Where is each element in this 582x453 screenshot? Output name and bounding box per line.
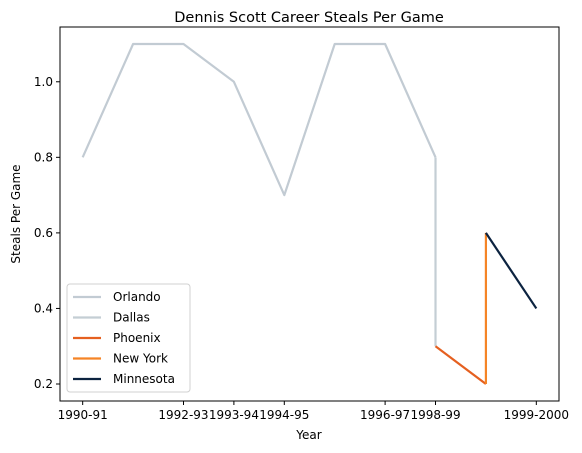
y-tick-label: 0.8 xyxy=(34,150,53,164)
y-axis: 0.2 0.4 0.6 0.8 1.0 xyxy=(34,75,60,391)
x-axis: 1990-91 1992-93 1993-94 1994-95 1996-97 1998-… xyxy=(58,401,569,422)
legend-label: Minnesota xyxy=(113,372,175,386)
series-layer xyxy=(81,42,538,385)
plot-frame xyxy=(59,26,560,402)
x-axis-title: Year xyxy=(295,428,321,442)
chart-title: Dennis Scott Career Steals Per Game xyxy=(174,10,444,26)
y-tick-label: 0.2 xyxy=(34,377,53,391)
y-axis-title: Steals Per Game xyxy=(9,164,23,263)
x-tick-label: 1992-93 xyxy=(158,408,208,422)
y-tick-label: 0.4 xyxy=(34,301,53,315)
x-tick-label: 1993-94 xyxy=(209,408,259,422)
legend-box xyxy=(66,283,191,393)
x-tick-label: 1990-91 xyxy=(58,408,108,422)
series-line-minnesota xyxy=(484,232,538,310)
x-tick-label: 1998-99 xyxy=(410,408,460,422)
y-tick-label: 0.6 xyxy=(34,226,53,240)
legend-label: Phoenix xyxy=(113,331,161,345)
series-line-orlando xyxy=(81,42,437,197)
x-tick-label: 1999-2000 xyxy=(504,408,569,422)
legend: Orlando Dallas Phoenix New York Minnesota xyxy=(66,283,191,393)
x-tick-label: 1996-97 xyxy=(360,408,410,422)
legend-label: New York xyxy=(113,352,168,366)
legend-label: Dallas xyxy=(113,311,150,325)
series-line-phoenix xyxy=(434,345,487,385)
legend-label: Orlando xyxy=(113,290,161,304)
x-tick-label: 1994-95 xyxy=(259,408,309,422)
y-tick-label: 1.0 xyxy=(34,75,53,89)
